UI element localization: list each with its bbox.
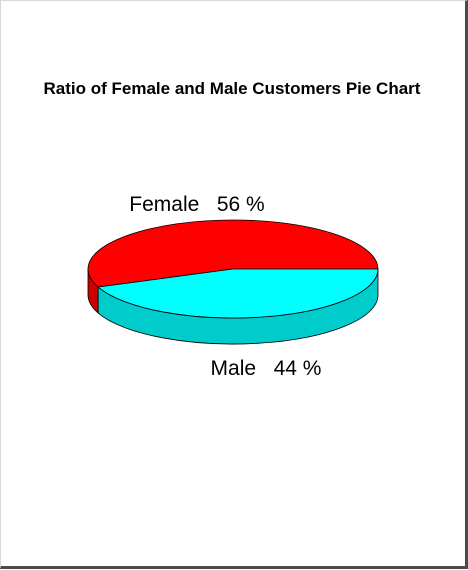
- slice-label-male: Male 44 %: [211, 357, 322, 380]
- chart-title: Ratio of Female and Male Customers Pie C…: [43, 79, 421, 98]
- pie-slice-female: [87, 219, 379, 288]
- slice-label-female: Female 56 %: [129, 193, 264, 216]
- pie-slice-male: [97, 268, 379, 319]
